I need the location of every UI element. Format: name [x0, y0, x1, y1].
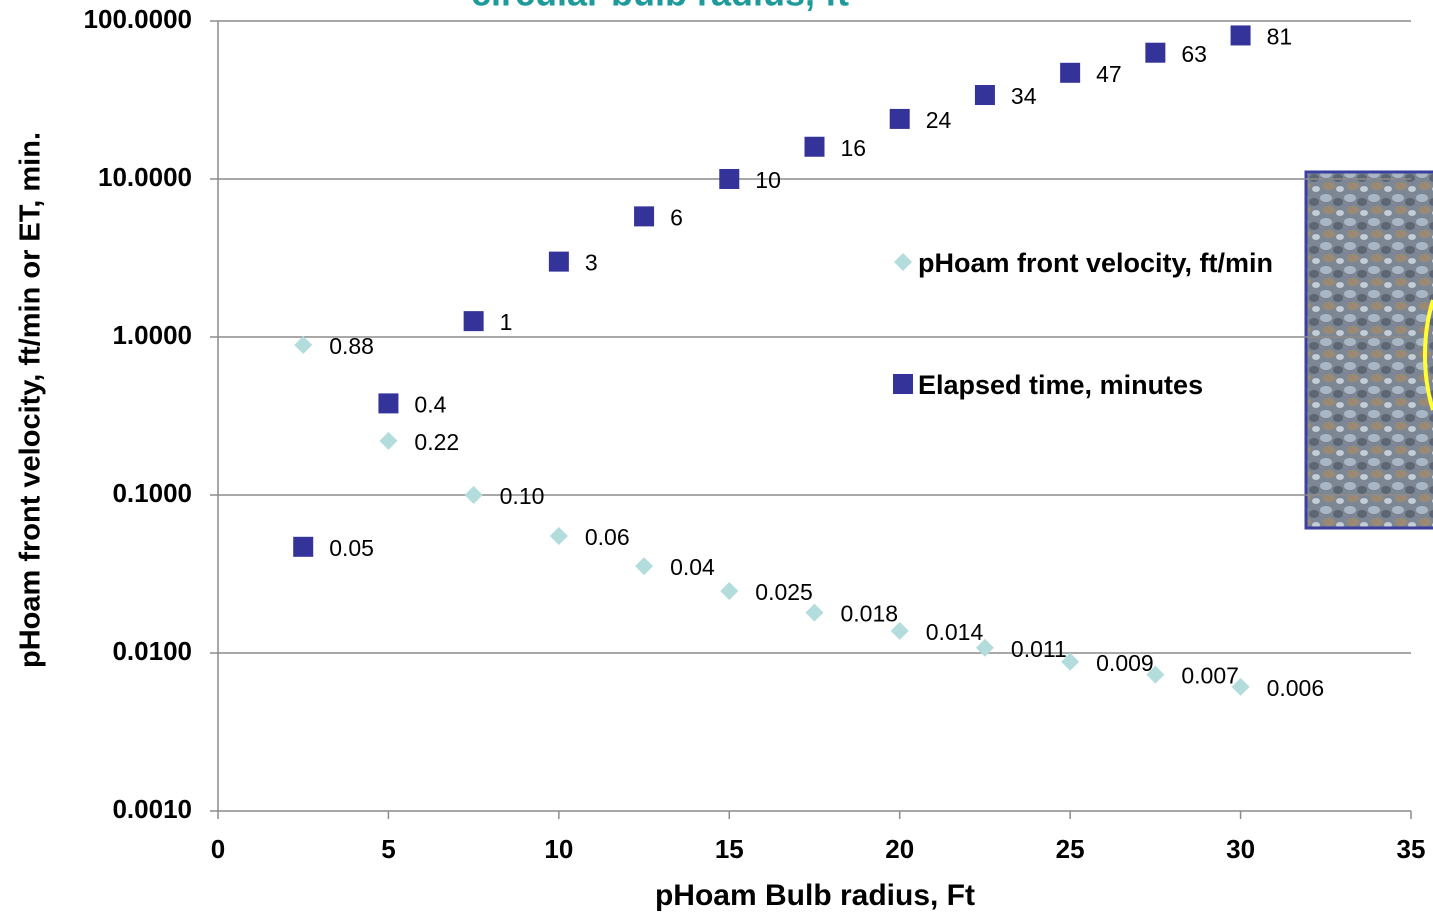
data-label: 0.05 [329, 535, 374, 561]
image-highlight [1422, 299, 1433, 411]
diamond-marker [890, 621, 909, 640]
x-tick-label: 25 [1056, 834, 1085, 864]
diamond-marker [1146, 665, 1165, 684]
square-marker [634, 206, 655, 227]
square-marker [548, 251, 569, 272]
y-axis-title: pHoam front velocity, ft/min or ET, min. [15, 132, 47, 668]
x-tick-label: 5 [381, 834, 395, 864]
square-marker [1060, 62, 1081, 83]
data-label: 6 [670, 204, 683, 230]
diamond-marker [635, 557, 654, 576]
data-label: 0.04 [670, 554, 715, 580]
data-label: 1 [500, 309, 513, 335]
chart-title: circular bulb radius, ft [471, 0, 849, 14]
data-label: 0.10 [500, 483, 545, 509]
y-tick-label: 10.0000 [98, 162, 192, 192]
diamond-marker [294, 335, 313, 354]
square-marker [293, 536, 314, 557]
diamond-marker [1231, 677, 1250, 696]
data-label: 0.006 [1267, 675, 1325, 701]
square-marker [804, 136, 825, 157]
diamond-marker [975, 638, 994, 657]
y-tick-label: 1.0000 [112, 320, 192, 350]
x-tick-label: 20 [885, 834, 914, 864]
x-tick-label: 10 [544, 834, 573, 864]
square-marker [1145, 42, 1166, 63]
data-label: 0.011 [1011, 636, 1067, 662]
square-marker [719, 169, 740, 189]
legend-marker [894, 253, 912, 271]
square-marker [974, 85, 995, 106]
gravel-image [1304, 170, 1433, 530]
data-label: 24 [926, 107, 952, 133]
x-tick-label: 0 [211, 834, 225, 864]
data-label: 0.009 [1096, 650, 1154, 676]
data-label: 3 [585, 250, 598, 276]
diamond-marker [1061, 652, 1080, 671]
square-marker [378, 393, 399, 414]
legend-label: Elapsed time, minutes [918, 370, 1204, 400]
data-label: 0.018 [841, 601, 899, 627]
diamond-marker [805, 603, 824, 622]
x-tick-label: 15 [715, 834, 744, 864]
data-label: 16 [841, 135, 867, 161]
data-label: 0.22 [414, 429, 459, 455]
data-label: 81 [1267, 24, 1293, 50]
y-tick-label: 100.0000 [84, 4, 192, 34]
diamond-marker [464, 486, 483, 504]
diamond-marker [379, 431, 398, 450]
data-label: 0.014 [926, 619, 984, 645]
data-label: 0.025 [755, 579, 813, 605]
y-tick-label: 0.0010 [112, 794, 192, 824]
data-label: 0.06 [585, 524, 630, 550]
data-label: 47 [1096, 61, 1122, 87]
x-tick-label: 30 [1226, 834, 1255, 864]
x-tick-label: 35 [1397, 834, 1426, 864]
y-tick-label: 0.0100 [112, 636, 192, 666]
data-label: 10 [755, 167, 781, 193]
data-label: 34 [1011, 83, 1037, 109]
diamond-marker [720, 581, 739, 600]
data-label: 63 [1181, 41, 1207, 67]
square-marker [463, 311, 484, 332]
diamond-marker [549, 527, 568, 546]
data-label: 0.88 [329, 333, 374, 359]
x-axis-title: pHoam Bulb radius, Ft [655, 879, 975, 912]
y-tick-label: 0.1000 [112, 478, 192, 508]
data-label: 0.4 [414, 391, 446, 417]
legend-marker [893, 374, 913, 394]
legend-label: pHoam front velocity, ft/min [918, 248, 1274, 278]
square-marker [1230, 25, 1251, 46]
square-marker [889, 108, 910, 129]
data-label: 0.007 [1181, 663, 1239, 689]
